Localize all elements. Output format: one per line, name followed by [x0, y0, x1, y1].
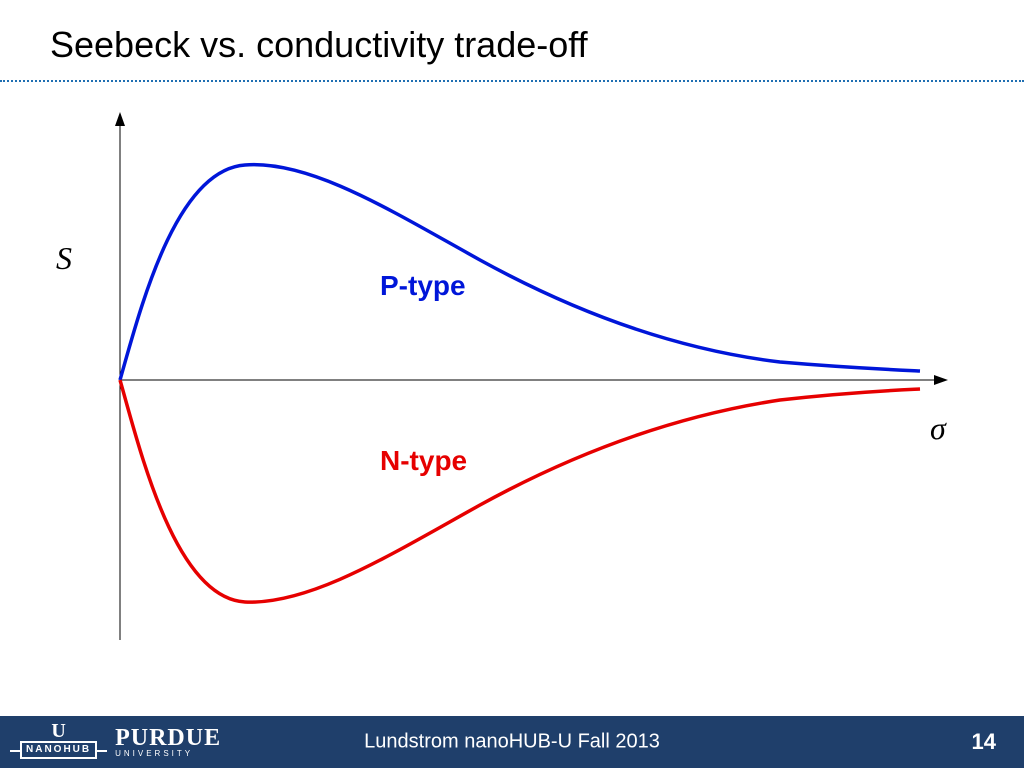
y-axis-label: S: [56, 240, 72, 277]
footer-course-text: Lundstrom nanoHUB-U Fall 2013: [364, 731, 660, 754]
seebeck-chart: S σ P-type N-type: [60, 100, 980, 660]
chart-svg: [60, 100, 980, 660]
title-divider: [0, 80, 1024, 82]
nanohub-u-glyph: U: [51, 721, 65, 741]
nanohub-logo: U NANOHUB: [20, 725, 97, 759]
slide-footer: U NANOHUB PURDUE UNIVERSITY Lundstrom na…: [0, 716, 1024, 768]
nanohub-mark: NANOHUB: [20, 741, 97, 759]
series-p-type: [120, 165, 920, 380]
y-axis-arrow-icon: [115, 112, 125, 126]
purdue-name: PURDUE: [115, 726, 221, 750]
footer-logos: U NANOHUB PURDUE UNIVERSITY: [20, 725, 221, 759]
x-axis-arrow-icon: [934, 375, 948, 385]
footer-page-number: 14: [972, 729, 996, 755]
purdue-logo: PURDUE UNIVERSITY: [115, 726, 221, 758]
page-title: Seebeck vs. conductivity trade-off: [50, 24, 588, 66]
purdue-sub: UNIVERSITY: [115, 750, 221, 758]
label-n-type: N-type: [380, 445, 467, 477]
label-p-type: P-type: [380, 270, 466, 302]
x-axis-label: σ: [930, 410, 946, 447]
series-n-type: [120, 380, 920, 602]
